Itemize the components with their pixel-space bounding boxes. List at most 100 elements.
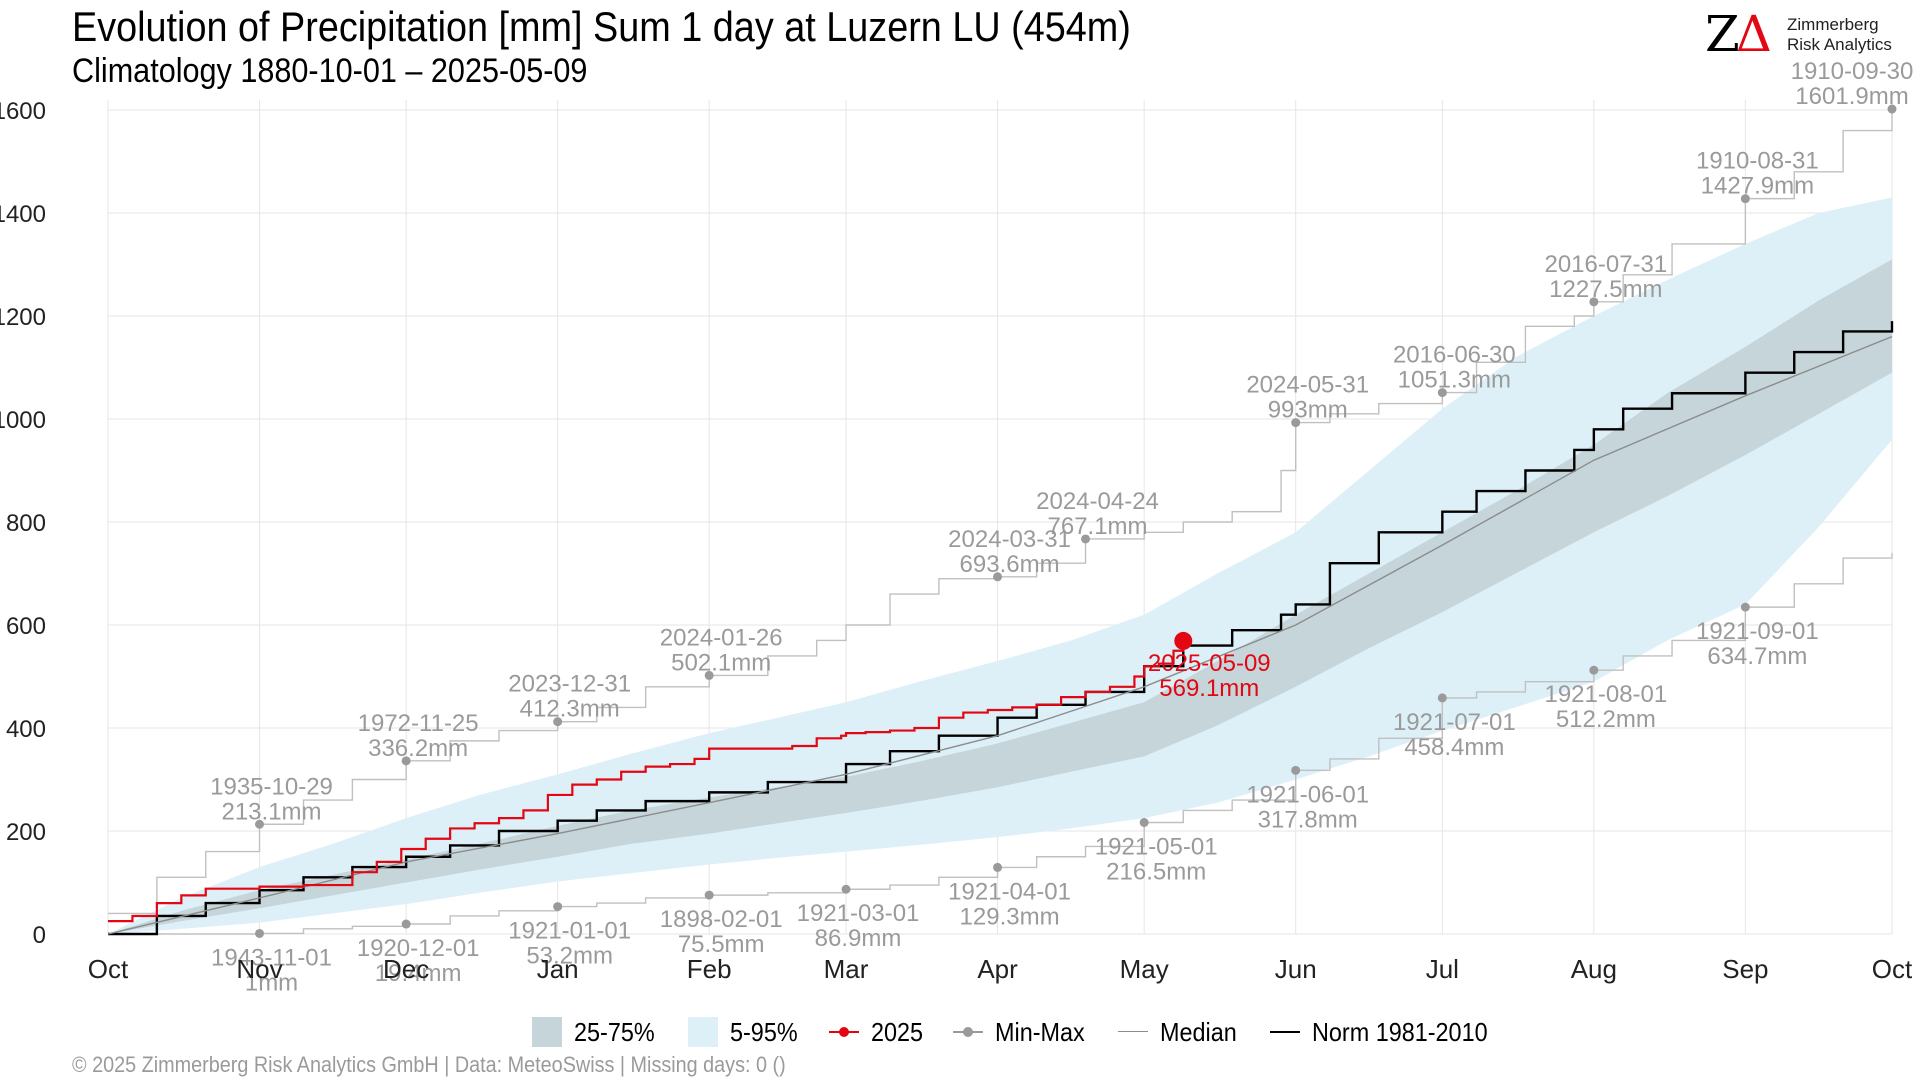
logo-delta: Δ	[1735, 5, 1772, 63]
min-annotation-value: 19.4mm	[375, 960, 462, 987]
min-annotation-date: 1921-03-01	[797, 900, 920, 927]
x-tick-label: Nov	[236, 954, 282, 984]
max-annotation-value: 336.2mm	[368, 735, 468, 762]
x-tick-label: Jan	[537, 954, 579, 984]
max-point	[1291, 418, 1301, 428]
current-annotation-value: 569.1mm	[1159, 675, 1259, 702]
y-tick-label: 200	[6, 819, 46, 846]
min-point	[1291, 765, 1301, 775]
y-tick-label: 1000	[0, 407, 46, 434]
legend-label: 5-95%	[729, 1016, 798, 1047]
legend-key-line	[1269, 1031, 1300, 1033]
min-point	[553, 902, 563, 912]
legend-key	[687, 1017, 718, 1047]
max-point	[1437, 388, 1447, 398]
legend-label: 2025	[870, 1016, 923, 1047]
x-tick-label: Mar	[824, 954, 869, 984]
y-tick-label: 1200	[0, 304, 46, 331]
legend-label: 25-75%	[574, 1016, 655, 1047]
max-annotation-value: 412.3mm	[520, 696, 620, 723]
series-line-2025	[108, 640, 1185, 923]
axis-labels: 0 200 400 600 800 1000 1200 1400 1600 Oct Nov Dec Ja…	[0, 98, 1913, 984]
legend-key-dot	[962, 1027, 973, 1037]
min-point	[401, 919, 411, 929]
series-line-norm-1981-2010	[108, 321, 1894, 936]
logo-mark: ZΔ	[1705, 5, 1772, 63]
max-annotation-value: 1427.9mm	[1701, 173, 1814, 200]
min-annotation-date: 1921-04-01	[948, 878, 1071, 905]
legend-key-line	[1118, 1031, 1149, 1032]
legend-key	[828, 1017, 859, 1047]
min-point	[841, 884, 851, 894]
max-annotation-value: 693.6mm	[960, 551, 1060, 578]
logo-z: Z	[1705, 5, 1740, 63]
legend-item: 2025	[828, 1016, 929, 1048]
min-annotation-value: 458.4mm	[1404, 734, 1504, 761]
max-annotation-value: 993mm	[1268, 397, 1348, 424]
chart-subtitle: Climatology 1880-10-01 – 2025-05-09	[72, 52, 588, 90]
min-annotation-date: 1921-05-01	[1095, 834, 1218, 861]
max-point	[401, 756, 411, 766]
max-point	[1887, 104, 1897, 114]
min-annotation-value: 129.3mm	[960, 903, 1060, 930]
min-annotation-date: 1943-11-01	[211, 944, 332, 971]
percentile-bands	[108, 197, 1892, 935]
company-logo: ZΔ Zimmerberg Risk Analytics	[1705, 6, 1905, 62]
x-tick-label: Apr	[977, 954, 1018, 984]
max-annotation-date: 1935-10-29	[210, 773, 333, 800]
min-annotation-value: 512.2mm	[1556, 706, 1656, 733]
y-tick-label: 1600	[0, 98, 46, 125]
min-max-points	[255, 104, 1897, 938]
max-annotation-value: 1227.5mm	[1549, 276, 1662, 303]
x-tick-label: Aug	[1571, 954, 1617, 984]
max-point	[1081, 534, 1091, 544]
min-annotation-date: 1921-07-01	[1393, 709, 1516, 736]
min-point	[1589, 665, 1599, 675]
max-annotation-date: 2023-12-31	[508, 671, 631, 698]
y-tick-label: 400	[6, 716, 46, 743]
current-annotation-date: 2025-05-09	[1148, 650, 1271, 677]
min-line	[108, 552, 1893, 935]
max-annotation-date: 1972-11-25	[358, 710, 479, 737]
min-point	[1740, 602, 1750, 612]
max-annotation-date: 2016-07-31	[1544, 251, 1667, 278]
max-point	[553, 717, 563, 727]
max-line	[108, 109, 1893, 915]
y-tick-label: 0	[33, 922, 46, 949]
logo-line-1: Zimmerberg	[1787, 15, 1879, 34]
legend-item: Norm 1981-2010	[1269, 1016, 1507, 1048]
max-annotation-value: 1051.3mm	[1398, 367, 1511, 394]
legend-key	[952, 1017, 983, 1047]
min-annotation-value: 86.9mm	[815, 925, 902, 952]
x-tick-label: Jul	[1426, 954, 1459, 984]
x-tick-label: Dec	[383, 954, 429, 984]
legend: 25-75% 5-95% 2025 Min-Max Median Norm 1981-20…	[532, 1012, 1531, 1052]
legend-key	[532, 1017, 562, 1047]
x-tick-label: Oct	[1872, 954, 1913, 984]
x-tick-label: Feb	[687, 954, 732, 984]
series-line-median	[107, 335, 1893, 935]
legend-label: Min-Max	[994, 1016, 1085, 1047]
y-tick-label: 800	[6, 510, 46, 537]
logo-text: Zimmerberg Risk Analytics	[1787, 15, 1892, 55]
legend-label: Norm 1981-2010	[1311, 1016, 1488, 1047]
max-annotation-value: 502.1mm	[671, 649, 771, 676]
min-annotation-value: 317.8mm	[1258, 806, 1358, 833]
min-annotation-value: 53.2mm	[526, 943, 613, 970]
max-annotation-date: 2024-01-26	[660, 624, 783, 651]
min-point	[704, 890, 714, 900]
legend-key-dot	[838, 1027, 849, 1037]
max-annotation-date: 2016-06-30	[1393, 342, 1516, 369]
min-annotation-value: 216.5mm	[1106, 859, 1206, 886]
min-point	[255, 928, 265, 938]
min-point	[1437, 693, 1447, 703]
x-tick-label: Sep	[1722, 954, 1768, 984]
max-annotation-value: 1601.9mm	[1795, 83, 1908, 110]
band-5-95	[108, 197, 1892, 935]
max-annotation-date: 2024-04-24	[1036, 488, 1159, 515]
max-annotation-date: 1910-08-31	[1696, 148, 1819, 175]
min-point	[1139, 818, 1149, 828]
legend-label: Median	[1160, 1016, 1238, 1047]
